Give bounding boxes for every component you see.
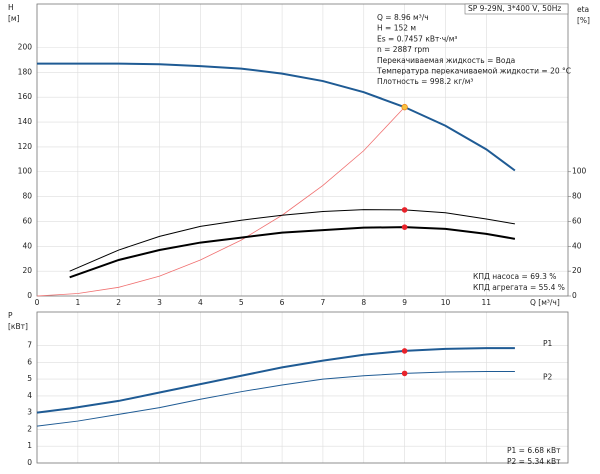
plot-frame bbox=[36, 311, 569, 464]
y2-tick-label: 0 bbox=[572, 291, 577, 300]
curve bbox=[69, 209, 515, 272]
y2-tick-label: 100 bbox=[572, 167, 587, 176]
curve bbox=[36, 106, 405, 297]
x-tick-label: 3 bbox=[157, 298, 162, 307]
duty-point bbox=[401, 103, 408, 111]
info-line: n = 2887 rpm bbox=[377, 45, 429, 54]
y-tick-label: 0 bbox=[27, 458, 32, 467]
y-tick-label: 200 bbox=[18, 42, 33, 51]
y-axis-label: P bbox=[8, 311, 13, 320]
y-tick-label: 7 bbox=[27, 341, 32, 350]
plot-frame bbox=[36, 3, 569, 297]
legend-label: P1 bbox=[543, 339, 553, 348]
y2-tick-label: 40 bbox=[572, 241, 582, 250]
x-axis-label: Q [м³/ч] bbox=[530, 298, 560, 307]
x-tick-label: 8 bbox=[361, 298, 366, 307]
y-tick-label: 1 bbox=[27, 441, 32, 450]
info-line: Температура перекачиваемой жидкости = 20… bbox=[376, 67, 571, 76]
duty-point bbox=[401, 224, 408, 230]
curve bbox=[36, 371, 515, 427]
x-tick-label: 7 bbox=[321, 298, 326, 307]
y-tick-label: 60 bbox=[22, 216, 32, 225]
info-line: H = 152 м bbox=[377, 24, 416, 33]
y-tick-label: 3 bbox=[27, 408, 32, 417]
y-tick-label: 5 bbox=[27, 374, 32, 383]
y-tick-label: 140 bbox=[18, 117, 33, 126]
y-tick-label: 20 bbox=[22, 266, 32, 275]
y-tick-label: 100 bbox=[18, 167, 33, 176]
x-tick-label: 2 bbox=[116, 298, 121, 307]
x-tick-label: 4 bbox=[198, 298, 203, 307]
y-tick-label: 120 bbox=[18, 142, 33, 151]
x-tick-label: 1 bbox=[75, 298, 80, 307]
annotation: P2 = 5.34 кВт bbox=[507, 457, 561, 466]
curve bbox=[36, 347, 515, 414]
info-line: Плотность = 998.2 кг/м³ bbox=[377, 77, 473, 86]
curve bbox=[69, 226, 516, 279]
x-tick-label: 10 bbox=[441, 298, 451, 307]
duty-point bbox=[401, 370, 408, 377]
chart-title: SP 9-29N, 3*400 V, 50Hz bbox=[468, 4, 561, 13]
y-tick-label: 80 bbox=[22, 192, 32, 201]
x-tick-label: 5 bbox=[239, 298, 244, 307]
annotation: P1 = 6.68 кВт bbox=[507, 446, 561, 455]
y-tick-label: 0 bbox=[27, 291, 32, 300]
y-tick-label: 160 bbox=[18, 92, 33, 101]
y2-tick-label: 60 bbox=[572, 216, 582, 225]
y-tick-label: 6 bbox=[27, 357, 32, 366]
x-tick-label: 6 bbox=[280, 298, 285, 307]
y-tick-label: 2 bbox=[27, 424, 32, 433]
duty-point bbox=[401, 207, 408, 213]
duty-point bbox=[401, 348, 408, 354]
x-tick-label: 0 bbox=[35, 298, 40, 307]
info-line: Q = 8.96 м³/ч bbox=[377, 13, 429, 22]
y-axis-label: H bbox=[8, 3, 14, 12]
y2-tick-label: 80 bbox=[572, 192, 582, 201]
title-box bbox=[464, 3, 569, 15]
legend-label: P2 bbox=[543, 373, 553, 382]
y2-axis-label: eta bbox=[577, 5, 589, 14]
x-tick-label: 9 bbox=[402, 298, 407, 307]
annotation: КПД агрегата = 55.4 % bbox=[473, 283, 565, 292]
y-tick-label: 40 bbox=[22, 241, 32, 250]
y2-tick-label: 20 bbox=[572, 266, 582, 275]
curve bbox=[37, 62, 516, 172]
y-tick-label: 180 bbox=[18, 67, 33, 76]
x-tick-label: 11 bbox=[482, 298, 492, 307]
info-line: Es = 0.7457 кВт·ч/м³ bbox=[377, 34, 457, 43]
y-axis-unit: [м] bbox=[8, 14, 20, 23]
info-line: Перекачиваемая жидкость = Вода bbox=[377, 56, 515, 65]
y-axis-unit: [кВт] bbox=[8, 322, 28, 331]
annotation: КПД насоса = 69.3 % bbox=[473, 272, 556, 281]
y2-axis-unit: [%] bbox=[577, 16, 590, 25]
y-tick-label: 4 bbox=[27, 391, 32, 400]
